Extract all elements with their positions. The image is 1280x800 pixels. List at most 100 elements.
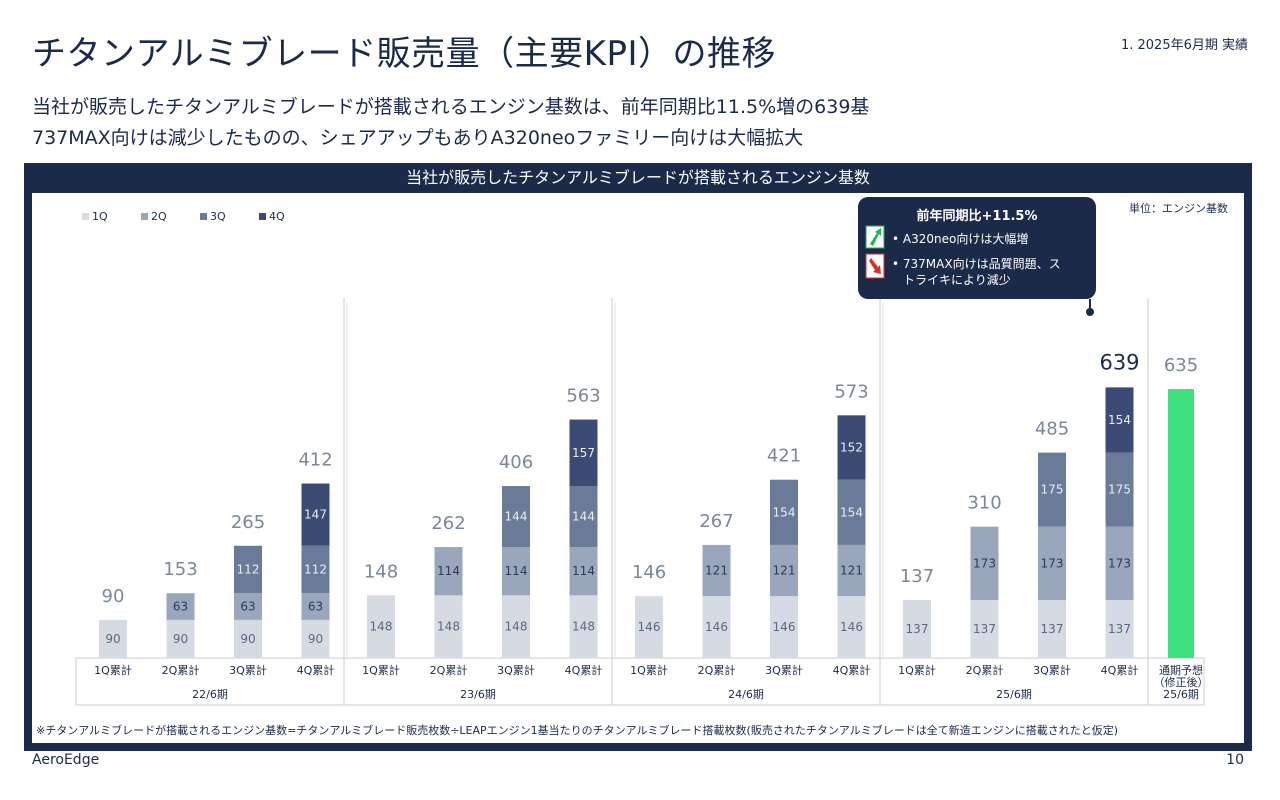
footnote: ※チタンアルミブレードが搭載されるエンジン基数=チタンアルミブレード販売枚数÷L… xyxy=(36,724,1119,737)
red-down-arrow-glyph xyxy=(869,258,881,274)
bar-segment-25/6期-3Q累計-Q1 xyxy=(1038,599,1066,658)
bar-segment-25/6期-4Q累計-Q3 xyxy=(1105,452,1134,527)
bar-total-label: 485 xyxy=(1035,419,1069,440)
legend-swatch-4Q xyxy=(259,213,266,220)
bar-total-label: 262 xyxy=(431,513,465,534)
bar-segment-22/6期-4Q累計-Q1 xyxy=(301,619,330,658)
bar-segment-23/6期-4Q累計-Q4 xyxy=(569,419,598,487)
bar-segment-24/6期-3Q累計-Q1 xyxy=(770,596,798,658)
bar-segment-24/6期-1Q累計-Q1 xyxy=(635,596,663,658)
bar-segment-22/6期-4Q累計-Q2 xyxy=(301,593,330,620)
segment-label: 90 xyxy=(240,632,255,646)
bar-segment-23/6期-2Q累計-Q1 xyxy=(434,595,463,658)
segment-label: 112 xyxy=(304,562,327,576)
bar-total-label: 406 xyxy=(499,452,533,473)
forecast-fiscal-year-label: 25/6期 xyxy=(1163,688,1199,701)
bar-total-label: 267 xyxy=(699,511,733,532)
segment-label: 154 xyxy=(1108,413,1131,427)
fiscal-year-label: 24/6期 xyxy=(728,688,764,701)
category-label: 3Q累計 xyxy=(1033,663,1071,677)
segment-label: 148 xyxy=(370,620,393,634)
segment-label: 137 xyxy=(1108,622,1131,636)
bar-segment-22/6期-3Q累計-Q1 xyxy=(234,619,262,658)
bar-segment-22/6期-4Q累計-Q3 xyxy=(301,545,330,594)
bar-segment-23/6期-3Q累計-Q3 xyxy=(502,486,530,548)
segment-label: 112 xyxy=(237,562,260,576)
bar-segment-23/6期-1Q累計-Q1 xyxy=(367,595,395,658)
category-label: 3Q累計 xyxy=(229,663,267,677)
segment-label: 146 xyxy=(773,620,796,634)
bar-total-label: 310 xyxy=(967,493,1001,514)
bar-total-label: 573 xyxy=(834,381,868,402)
bar-segment-23/6期-2Q累計-Q2 xyxy=(434,547,463,596)
bar-segment-25/6期-1Q累計-Q1 xyxy=(903,599,931,658)
bar-segment-23/6期-3Q累計-Q2 xyxy=(502,547,530,596)
bar-segment-22/6期-4Q累計-Q4 xyxy=(301,483,330,546)
bar-total-label: 148 xyxy=(364,561,398,582)
segment-label: 175 xyxy=(1108,483,1131,497)
subtitle-line-2: 737MAX向けは減少したものの、シェアアップもありA320neoファミリー向け… xyxy=(32,127,804,149)
segment-label: 114 xyxy=(572,564,595,578)
bar-segment-24/6期-4Q累計-Q1 xyxy=(837,596,866,658)
page-title: チタンアルミブレード販売量（主要KPI）の推移 xyxy=(32,34,776,74)
segment-label: 146 xyxy=(705,620,728,634)
forecast-bar xyxy=(1168,389,1194,658)
bar-total-label: 146 xyxy=(632,562,666,583)
category-label: 3Q累計 xyxy=(765,663,803,677)
bar-total-label: 563 xyxy=(566,386,600,407)
period-tag: 1. 2025年6月期 実績 xyxy=(1120,38,1248,53)
page-number: 10 xyxy=(1226,752,1244,768)
segment-label: 63 xyxy=(308,600,323,614)
segment-label: 90 xyxy=(105,632,120,646)
category-label: 4Q累計 xyxy=(565,663,603,677)
fiscal-year-label: 25/6期 xyxy=(996,688,1032,701)
category-label: 1Q累計 xyxy=(362,663,400,677)
bar-segment-23/6期-4Q累計-Q2 xyxy=(569,547,598,596)
segment-label: 148 xyxy=(505,620,528,634)
chart-title: 当社が販売したチタンアルミブレードが搭載されるエンジン基数 xyxy=(406,168,870,187)
segment-label: 90 xyxy=(173,632,188,646)
bar-segment-23/6期-4Q累計-Q3 xyxy=(569,486,598,548)
category-label: 2Q累計 xyxy=(430,663,468,677)
category-label: 4Q累計 xyxy=(1101,663,1139,677)
bar-segment-22/6期-1Q累計-Q1 xyxy=(99,619,127,658)
legend-label-4Q: 4Q xyxy=(269,210,285,223)
bar-segment-25/6期-2Q累計-Q2 xyxy=(970,526,999,600)
segment-label: 154 xyxy=(840,505,863,519)
segment-label: 173 xyxy=(1041,556,1064,570)
legend-label-3Q: 3Q xyxy=(210,210,226,223)
segment-label: 114 xyxy=(505,564,528,578)
bar-segment-24/6期-4Q累計-Q4 xyxy=(837,415,866,480)
bar-segment-25/6期-4Q累計-Q1 xyxy=(1105,599,1134,658)
bar-total-label: 90 xyxy=(102,586,125,607)
category-label: 1Q累計 xyxy=(630,663,668,677)
category-label: 1Q累計 xyxy=(898,663,936,677)
legend-label-2Q: 2Q xyxy=(151,210,167,223)
callout-box xyxy=(858,197,1096,299)
category-label: 2Q累計 xyxy=(698,663,736,677)
segment-label: 157 xyxy=(572,446,595,460)
segment-label: 154 xyxy=(773,505,796,519)
bar-segment-24/6期-2Q累計-Q1 xyxy=(702,596,731,658)
forecast-total-label: 635 xyxy=(1164,355,1198,376)
bar-segment-23/6期-4Q累計-Q1 xyxy=(569,595,598,658)
bar-total-label: 421 xyxy=(767,446,801,467)
bar-segment-22/6期-2Q累計-Q1 xyxy=(166,619,195,658)
bar-segment-25/6期-4Q累計-Q2 xyxy=(1105,526,1134,600)
segment-label: 121 xyxy=(705,564,728,578)
segment-label: 146 xyxy=(840,620,863,634)
callout-bullet-2-line1: • 737MAX向けは品質問題、ス xyxy=(892,256,1061,271)
bar-segment-22/6期-3Q累計-Q3 xyxy=(234,545,262,594)
bar-total-label: 153 xyxy=(163,559,197,580)
bar-segment-25/6期-3Q累計-Q3 xyxy=(1038,452,1066,527)
segment-label: 173 xyxy=(1108,556,1131,570)
bar-segment-25/6期-4Q累計-Q4 xyxy=(1105,387,1134,453)
segment-label: 175 xyxy=(1041,483,1064,497)
legend-swatch-1Q xyxy=(82,213,89,220)
bar-total-label: 137 xyxy=(900,566,934,587)
bar-total-label: 265 xyxy=(231,512,265,533)
chart-panel: 1Q 2Q 3Q 4Q 単位：エンジン基数 90 90 1Q累計 90 63 153 2Q累計 90 63… xyxy=(32,193,1244,743)
segment-label: 63 xyxy=(240,600,255,614)
legend-swatch-3Q xyxy=(200,213,207,220)
bar-segment-24/6期-4Q累計-Q2 xyxy=(837,544,866,597)
